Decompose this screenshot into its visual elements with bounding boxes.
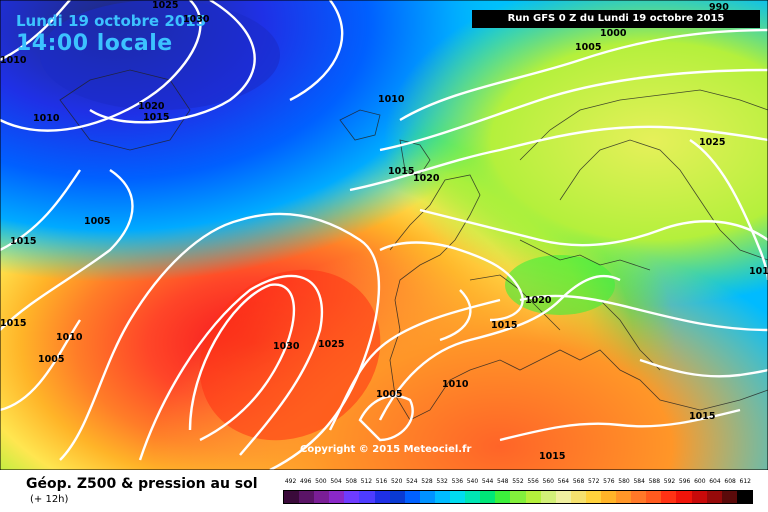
scale-swatch [631,491,647,503]
scale-swatch [450,491,466,503]
field-title: Géop. Z500 & pression au sol [26,476,258,492]
scale-value: 584 [633,478,645,485]
scale-swatch [329,491,345,503]
scale-value: 568 [572,478,585,485]
isobar-label: 1010 [33,113,60,124]
isobar-label: 1025 [152,0,179,11]
run-banner: Run GFS 0 Z du Lundi 19 octobre 2015 [472,10,760,28]
scale-value: 588 [648,478,661,485]
scale-value: 548 [497,478,509,485]
scale-swatch [616,491,632,503]
scale-value: 552 [512,478,524,485]
isobar-label: 1015 [143,112,170,123]
isobar-label: 1015 [689,411,716,422]
scale-swatch [510,491,526,503]
isobar-label: 1030 [273,341,300,352]
scale-swatch [721,491,737,503]
scale-swatch [419,491,435,503]
scale-swatch [600,491,617,503]
scale-swatch [404,491,420,503]
scale-value: 508 [345,478,357,485]
scale-value: 500 [315,478,327,485]
scale-value: 496 [300,478,312,485]
scale-swatch [525,491,541,503]
copyright-notice: Copyright © 2015 Meteociel.fr [300,444,472,455]
isobar-label: 1005 [38,354,65,365]
isobar-label: 1025 [318,339,345,350]
scale-value: 608 [724,478,736,485]
scale-swatch [736,491,752,503]
scale-value: 556 [527,478,539,485]
scale-swatch [299,491,315,503]
scale-value: 544 [481,478,494,485]
scale-swatch [661,491,677,503]
scale-swatch [495,491,511,503]
isobar-label: 1015 [388,166,415,177]
isobar-label: 1000 [600,28,627,39]
scale-value: 612 [739,478,751,485]
isobars [0,0,768,470]
scale-value: 540 [466,478,479,485]
scale-swatch [676,491,692,503]
scale-swatch [344,491,360,503]
isobar-label: 990 [709,2,729,13]
scale-value: 572 [587,478,600,485]
isobar-label: 1010 [378,94,405,105]
isobar-label: 1005 [575,42,602,53]
forecast-date: Lundi 19 octobre 2015 [16,12,207,30]
isobar-label: 1030 [183,14,210,25]
scale-swatch [646,491,662,503]
scale-swatch [570,491,586,503]
scale-swatch [374,491,390,503]
scale-swatch [465,491,481,503]
scale-swatch [555,491,571,503]
scale-swatch [480,491,496,503]
isobar-label: 1020 [413,173,440,184]
scale-swatch [284,491,300,503]
scale-value: 560 [542,478,554,485]
scale-value: 516 [375,478,388,485]
scale-swatch [434,491,451,503]
forecast-time: 14:00 locale [16,31,173,56]
isobar-label: 1010 [0,55,27,66]
isobar-label: 1010 [442,379,469,390]
scale-value: 536 [451,478,464,485]
isobar-label: 1020 [138,101,165,112]
scale-value: 600 [694,478,706,485]
scale-value: 520 [390,478,403,485]
geopotential-map [0,0,768,470]
isobar-label: 1020 [525,295,552,306]
isobar-label: 1015 [539,451,566,462]
isobar-label: 1005 [84,216,111,227]
scale-value: 492 [284,478,297,485]
scale-swatch [585,491,601,503]
scale-swatch [389,491,405,503]
scale-value: 580 [618,478,630,485]
isobar-label: 1015 [0,318,27,329]
isobar-label: 1015 [491,320,518,331]
scale-swatch [540,491,556,503]
scale-swatch [691,491,707,503]
color-scale [283,490,753,504]
isobar-label: 1025 [699,137,726,148]
scale-value: 524 [406,478,418,485]
isobar-label: 1015 [10,236,37,247]
scale-value: 504 [330,478,342,485]
scale-value: 564 [557,478,570,485]
scale-swatch [314,491,330,503]
color-scale-labels: 492 496 500 504 508 512 516 520 524 528 532 536 540 5… [283,478,753,488]
isobar-label: 1010 [56,332,83,343]
scale-value: 512 [360,478,373,485]
isobar-label: 1005 [376,389,403,400]
scale-value: 592 [663,478,676,485]
scale-swatch [706,491,722,503]
scale-swatch [359,491,375,503]
scale-value: 604 [709,478,721,485]
forecast-offset: (+ 12h) [30,494,69,505]
scale-value: 528 [421,478,433,485]
scale-value: 576 [603,478,615,485]
scale-value: 596 [678,478,691,485]
isobar-label: 1015 [749,266,768,277]
scale-value: 532 [436,478,448,485]
